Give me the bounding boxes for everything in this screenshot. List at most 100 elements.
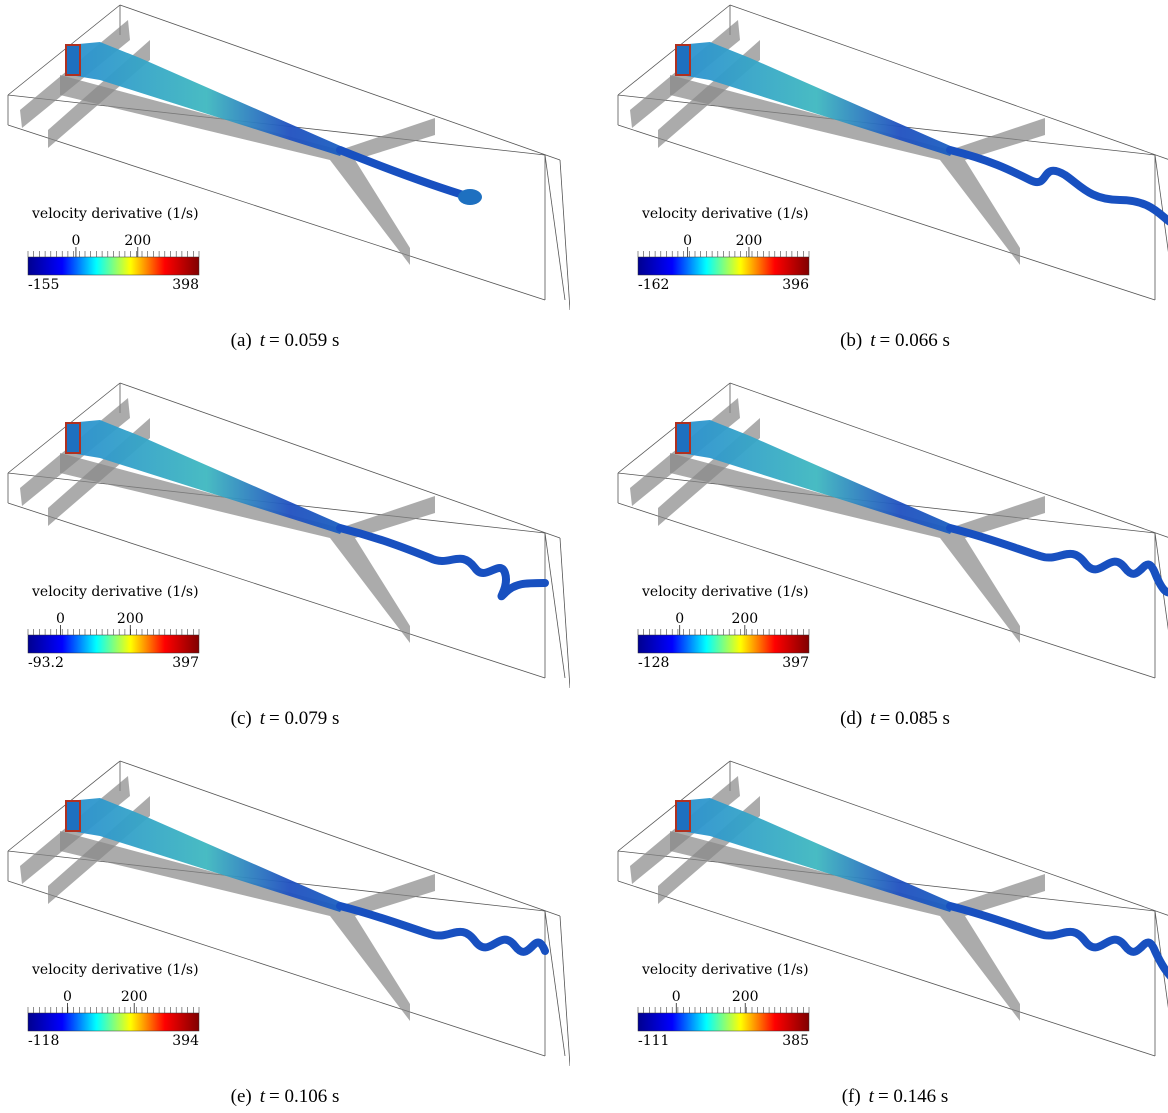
jet-cone <box>678 42 955 156</box>
box-edge <box>7 382 121 474</box>
caption: (e) t = 0.106 s <box>0 1086 570 1108</box>
jet-tail <box>946 902 1168 980</box>
nozzle <box>65 422 81 454</box>
caption: (f) t = 0.146 s <box>610 1086 1168 1108</box>
colorbar-min: -93.2 <box>28 655 64 671</box>
jet-cone <box>68 420 345 534</box>
box-edge <box>1154 532 1168 631</box>
box-edge <box>119 382 561 539</box>
caption-label: (c) <box>230 708 252 729</box>
channel <box>670 453 1045 643</box>
rendering: velocity derivative (1/s) 0 200 -111 385 <box>617 760 1168 1057</box>
colorbar-max: 398 <box>172 277 199 293</box>
jet-tail <box>946 146 1168 226</box>
colorbar-title: velocity derivative (1/s) <box>31 584 199 600</box>
jet-tail <box>336 524 549 601</box>
channel <box>60 75 435 265</box>
caption-time: = 0.085 s <box>879 708 950 729</box>
caption-symbol: t <box>870 330 876 351</box>
caption-symbol: t <box>259 1086 265 1107</box>
caption-time: = 0.106 s <box>269 1086 340 1107</box>
box-edge <box>1154 154 1168 253</box>
colorbar-title: velocity derivative (1/s) <box>641 206 809 222</box>
box-edge <box>7 4 121 96</box>
caption-label: (b) <box>840 330 863 351</box>
colorbar <box>27 634 200 654</box>
colorbar <box>27 256 200 276</box>
colorbar-tick-label: 0 <box>672 989 681 1005</box>
caption-symbol: t <box>259 708 265 729</box>
jet-tail <box>336 902 549 956</box>
colorbar-max: 385 <box>782 1033 809 1049</box>
rendering: velocity derivative (1/s) 0 200 -162 396 <box>617 4 1168 301</box>
nozzle <box>675 44 691 76</box>
colorbar-max: 397 <box>172 655 199 671</box>
colorbar <box>637 634 810 654</box>
rendering: velocity derivative (1/s) 0 200 -128 397 <box>617 382 1168 679</box>
caption-symbol: t <box>870 708 876 729</box>
colorbar-tick-label: 200 <box>732 989 759 1005</box>
colorbar-tick-label: 200 <box>121 989 148 1005</box>
box-edge <box>559 159 570 311</box>
caption-label: (d) <box>840 708 863 729</box>
box-edge <box>559 537 570 689</box>
colorbar-tick-label: 200 <box>736 233 763 249</box>
caption-time: = 0.146 s <box>877 1086 949 1107</box>
colorbar-min: -155 <box>28 277 59 293</box>
colorbar-tick-label: 200 <box>124 233 151 249</box>
colorbar-title: velocity derivative (1/s) <box>31 962 199 978</box>
colorbar-title: velocity derivative (1/s) <box>31 206 199 222</box>
caption-symbol: t <box>259 330 265 351</box>
jet-cone <box>678 420 955 534</box>
caption: (d) t = 0.085 s <box>610 708 1168 730</box>
box-edge <box>729 382 1168 538</box>
box-edge <box>617 4 731 96</box>
colorbar-max: 397 <box>782 655 809 671</box>
colorbar-tick-label: 0 <box>683 233 692 249</box>
colorbar <box>637 1012 810 1032</box>
colorbar <box>637 256 810 276</box>
box-edge <box>617 880 1156 1057</box>
box-edge <box>544 154 566 301</box>
colorbar-min: -128 <box>638 655 669 671</box>
caption-label: (a) <box>230 330 252 351</box>
box-edge <box>617 382 731 474</box>
jet-tail <box>946 524 1168 597</box>
colorbar-title: velocity derivative (1/s) <box>641 584 809 600</box>
nozzle <box>675 800 691 832</box>
box-edge <box>7 760 121 852</box>
box-edge <box>119 4 561 161</box>
droplet <box>458 189 482 205</box>
box-edge <box>119 760 561 917</box>
colorbar-tick-label: 0 <box>675 611 684 627</box>
jet-tail <box>336 146 474 201</box>
caption-time: = 0.079 s <box>269 708 340 729</box>
box-edge <box>7 880 546 1057</box>
box-edge <box>7 502 546 679</box>
caption-time: = 0.059 s <box>269 330 340 351</box>
channel <box>60 453 435 643</box>
rendering: velocity derivative (1/s) 0 200 -118 394 <box>7 760 570 1067</box>
panel: velocity derivative (1/s) 0 200 -162 396 (b) t… <box>610 0 1168 370</box>
caption: (c) t = 0.079 s <box>0 708 570 730</box>
nozzle <box>675 422 691 454</box>
panel: velocity derivative (1/s) 0 200 -155 398 (a) t… <box>0 0 570 370</box>
channel <box>670 831 1045 1021</box>
colorbar-tick-label: 200 <box>117 611 144 627</box>
caption: (a) t = 0.059 s <box>0 330 570 352</box>
colorbar-tick-label: 0 <box>63 989 72 1005</box>
nozzle <box>65 800 81 832</box>
jet-cone <box>68 798 345 912</box>
panel: velocity derivative (1/s) 0 200 -118 394 (e) t… <box>0 756 570 1113</box>
box-edge <box>544 910 566 1057</box>
panel: velocity derivative (1/s) 0 200 -111 385 (f) t… <box>610 756 1168 1113</box>
caption-label: (f) <box>841 1086 861 1107</box>
jet-cone <box>678 798 955 912</box>
colorbar-max: 396 <box>782 277 809 293</box>
nozzle <box>65 44 81 76</box>
box-edge <box>729 760 1168 916</box>
channel <box>670 75 1045 265</box>
colorbar-min: -111 <box>638 1033 669 1049</box>
box-edge <box>729 4 1168 160</box>
